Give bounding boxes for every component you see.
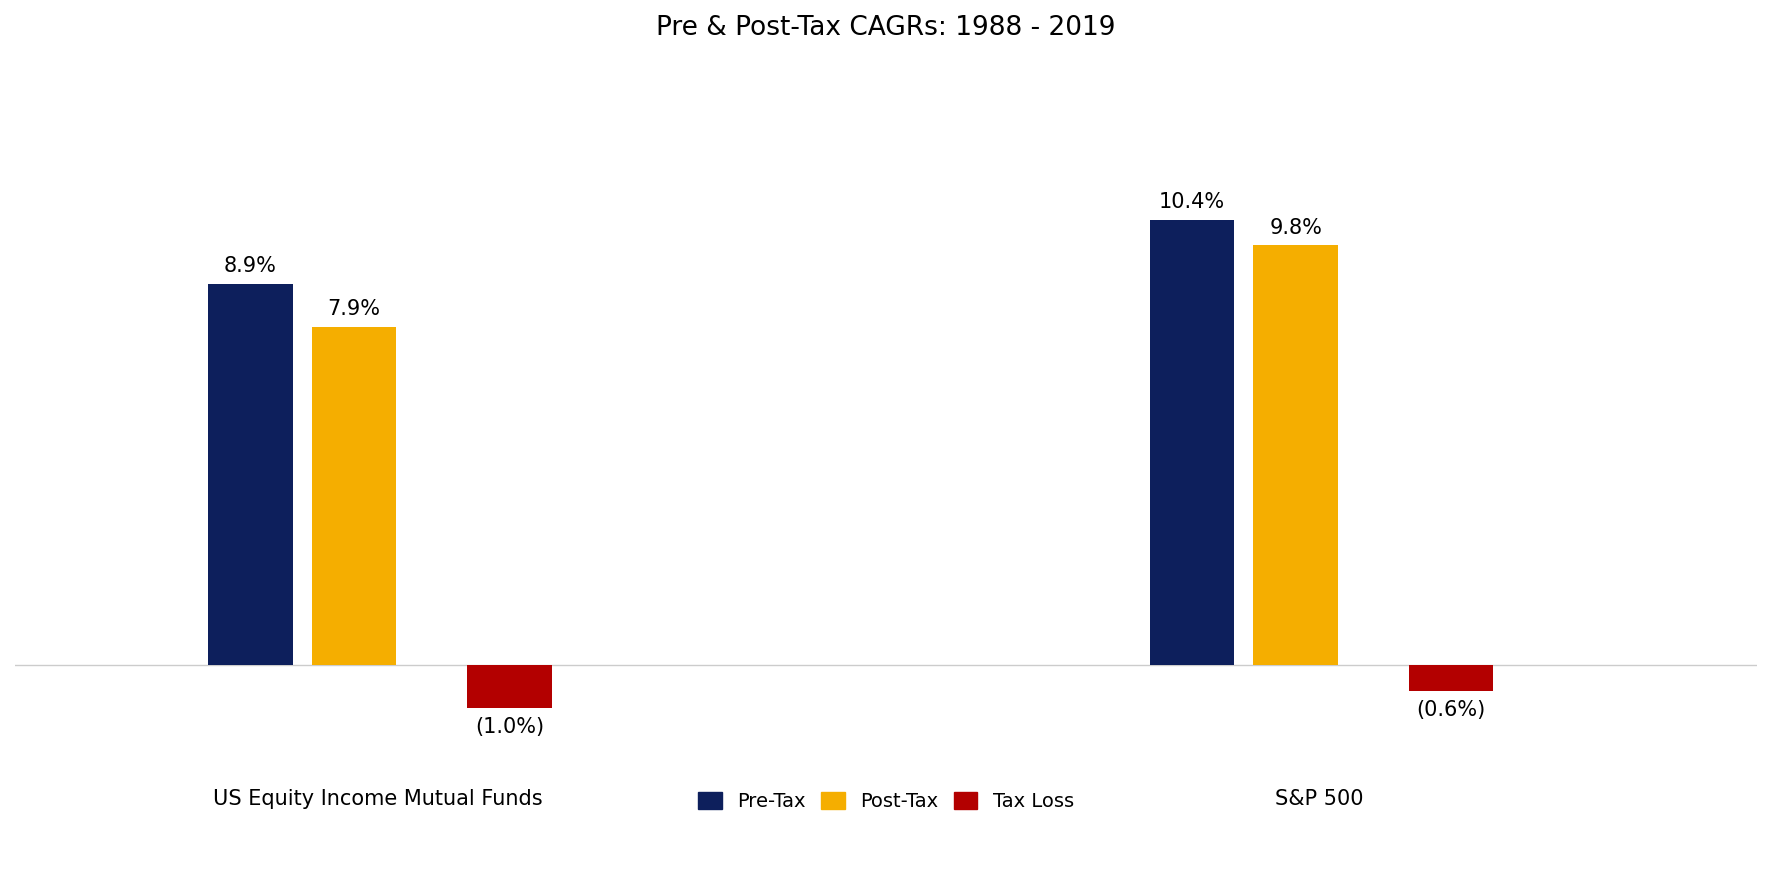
Text: (1.0%): (1.0%) [475,718,544,737]
Bar [207,284,292,665]
Legend: Pre-Tax, Post-Tax, Tax Loss: Pre-Tax, Post-Tax, Tax Loss [691,784,1081,819]
Bar [312,327,397,665]
Title: Pre & Post-Tax CAGRs: 1988 - 2019: Pre & Post-Tax CAGRs: 1988 - 2019 [656,15,1116,41]
Text: 10.4%: 10.4% [1159,192,1224,212]
Bar [1253,245,1338,665]
Bar [468,665,551,708]
Text: 9.8%: 9.8% [1269,218,1322,237]
Text: 7.9%: 7.9% [328,299,381,319]
Bar [1409,665,1494,691]
Text: (0.6%): (0.6%) [1416,700,1485,720]
Bar [1150,220,1235,665]
Text: 8.9%: 8.9% [223,256,276,276]
